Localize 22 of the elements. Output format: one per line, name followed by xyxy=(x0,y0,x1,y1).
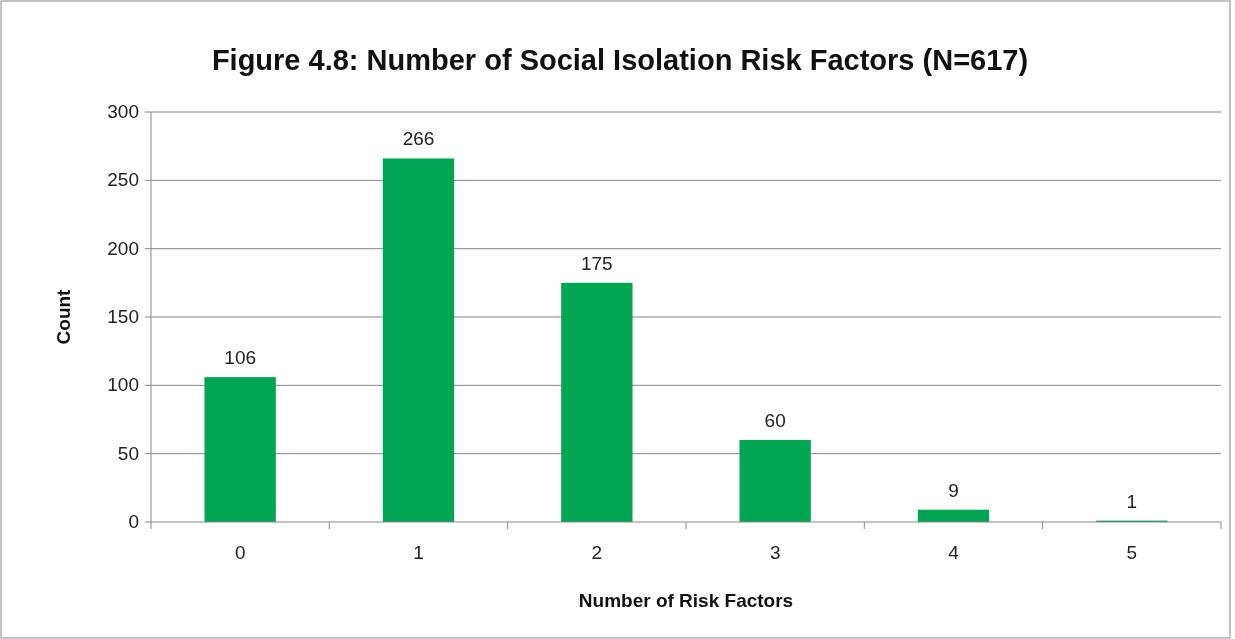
y-tick-label: 250 xyxy=(107,169,139,191)
data-label: 266 xyxy=(402,128,435,150)
y-tick-label: 200 xyxy=(107,237,139,259)
x-tick-label: 4 xyxy=(948,542,960,563)
y-tick-label: 150 xyxy=(107,306,139,327)
y-tick-label: 50 xyxy=(117,442,139,464)
x-tick-label: 1 xyxy=(413,542,424,563)
x-tick-label: 3 xyxy=(769,542,781,563)
data-label: 9 xyxy=(948,479,959,501)
y-tick-label: 300 xyxy=(107,101,139,122)
y-tick-label: 100 xyxy=(107,374,139,396)
y-axis-title: Count xyxy=(53,288,74,345)
chart-title: Figure 4.8: Number of Social Isolation Risk Factors (N=617) xyxy=(211,44,1029,76)
y-tick-label: 0 xyxy=(128,511,139,532)
data-label: 60 xyxy=(764,410,786,431)
x-tick-label: 2 xyxy=(591,542,603,563)
data-label: 175 xyxy=(580,252,613,274)
x-axis-title: Number of Risk Factors xyxy=(578,590,794,611)
x-tick-label: 5 xyxy=(1126,542,1138,563)
data-label: 1 xyxy=(1126,490,1138,512)
x-tick-label: 0 xyxy=(234,542,246,563)
data-label: 106 xyxy=(224,347,257,369)
